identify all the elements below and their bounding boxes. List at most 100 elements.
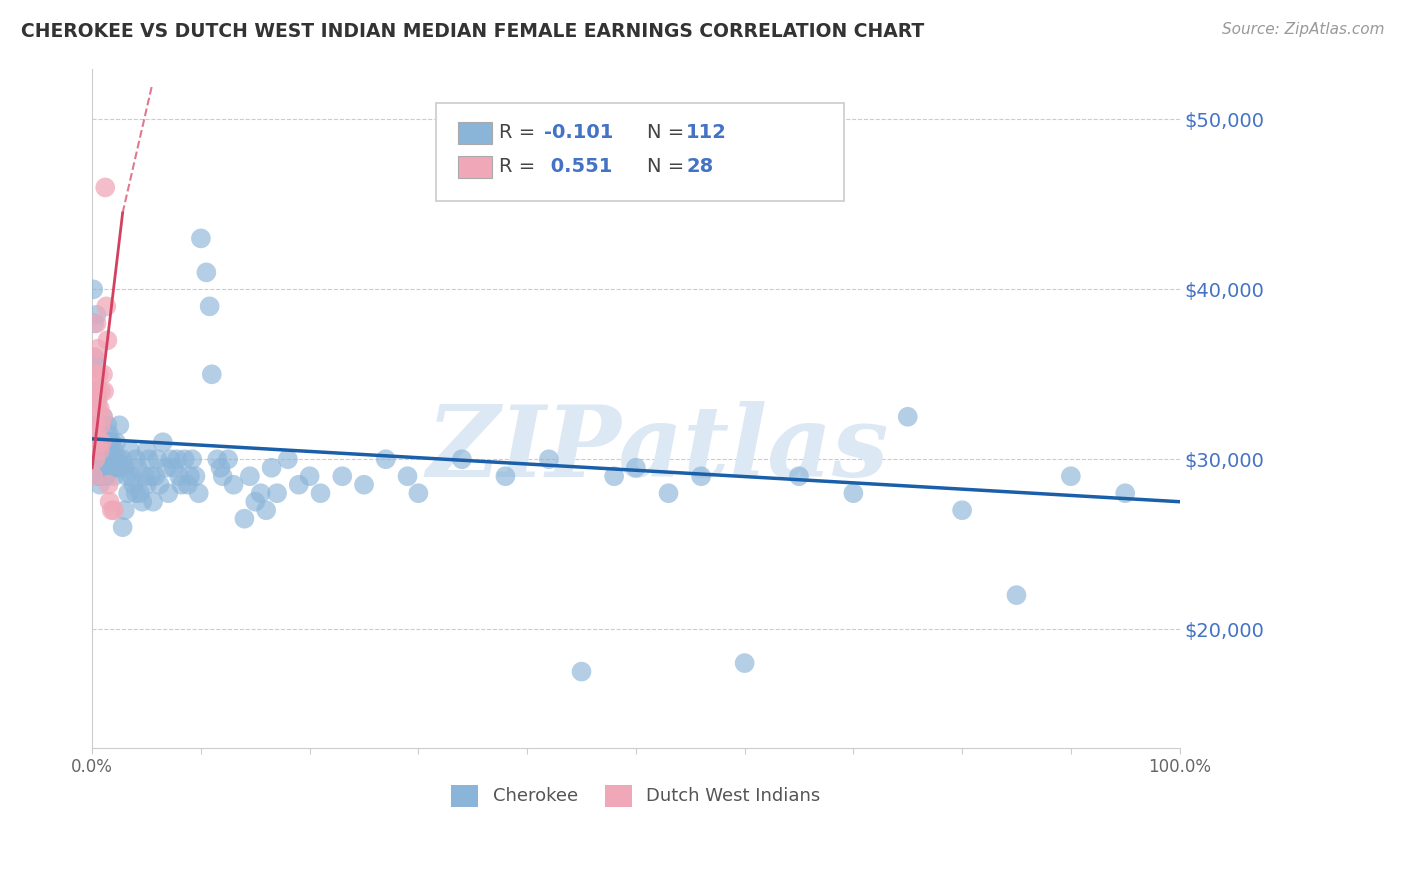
Point xyxy=(86,443,108,458)
Point xyxy=(91,452,114,467)
Point xyxy=(537,452,560,467)
Point xyxy=(83,316,105,330)
Point xyxy=(249,486,271,500)
Point xyxy=(124,486,146,500)
Point xyxy=(1060,469,1083,483)
Point xyxy=(105,460,128,475)
Point xyxy=(83,351,105,365)
Point xyxy=(91,409,114,424)
Point xyxy=(91,368,114,382)
Point xyxy=(100,443,122,458)
Point xyxy=(1005,588,1028,602)
Point xyxy=(222,477,245,491)
Point xyxy=(91,469,114,483)
Point xyxy=(84,359,107,373)
Point xyxy=(897,409,920,424)
Point xyxy=(91,460,114,475)
Point xyxy=(97,477,120,491)
Point xyxy=(94,469,117,483)
Point xyxy=(96,469,118,483)
Point xyxy=(96,418,118,433)
Point xyxy=(87,469,110,483)
Point xyxy=(86,426,108,441)
Point xyxy=(114,503,136,517)
Point xyxy=(207,452,229,467)
Point xyxy=(86,308,108,322)
Point xyxy=(96,435,118,450)
Point xyxy=(98,494,121,508)
Point xyxy=(190,231,212,245)
Point xyxy=(96,299,118,313)
Point xyxy=(690,469,713,483)
Text: ZIPatlas: ZIPatlas xyxy=(426,401,889,498)
Point xyxy=(86,418,108,433)
Point xyxy=(159,452,181,467)
Point xyxy=(131,494,153,508)
Text: 112: 112 xyxy=(686,123,727,143)
Point xyxy=(98,435,121,450)
Point xyxy=(108,418,131,433)
Point xyxy=(89,426,111,441)
Point xyxy=(90,469,112,483)
Point xyxy=(127,460,149,475)
Point xyxy=(142,494,165,508)
Point xyxy=(111,520,134,534)
Point xyxy=(217,452,239,467)
Point xyxy=(143,469,166,483)
Point xyxy=(97,452,120,467)
Point xyxy=(94,180,117,194)
Point xyxy=(86,342,108,356)
Point xyxy=(86,435,108,450)
Point xyxy=(157,486,180,500)
Point xyxy=(103,469,125,483)
Text: CHEROKEE VS DUTCH WEST INDIAN MEDIAN FEMALE EARNINGS CORRELATION CHART: CHEROKEE VS DUTCH WEST INDIAN MEDIAN FEM… xyxy=(21,22,924,41)
Point xyxy=(91,435,114,450)
Point xyxy=(93,384,115,399)
Point xyxy=(451,452,474,467)
Text: N =: N = xyxy=(647,157,690,177)
Point xyxy=(90,418,112,433)
Point xyxy=(115,469,138,483)
Point xyxy=(89,452,111,467)
Point xyxy=(266,486,288,500)
Point xyxy=(1114,486,1136,500)
Point xyxy=(87,435,110,450)
Point xyxy=(155,460,177,475)
Point xyxy=(309,486,332,500)
Point xyxy=(94,443,117,458)
Point xyxy=(93,435,115,450)
Point xyxy=(124,452,146,467)
Point xyxy=(84,452,107,467)
Point xyxy=(135,477,157,491)
Point xyxy=(181,452,204,467)
Point xyxy=(87,418,110,433)
Point xyxy=(87,368,110,382)
Point xyxy=(114,460,136,475)
Point xyxy=(100,435,122,450)
Point xyxy=(138,452,160,467)
Point xyxy=(103,503,125,517)
Point xyxy=(173,452,195,467)
Point xyxy=(96,334,118,348)
Point xyxy=(152,435,174,450)
Point xyxy=(96,443,118,458)
Point xyxy=(170,477,193,491)
Point xyxy=(86,316,108,330)
Text: R =: R = xyxy=(499,123,541,143)
Point xyxy=(396,469,419,483)
Point xyxy=(211,469,233,483)
Text: 28: 28 xyxy=(686,157,713,177)
Point xyxy=(842,486,865,500)
Point xyxy=(93,452,115,467)
Point xyxy=(101,452,124,467)
Text: Source: ZipAtlas.com: Source: ZipAtlas.com xyxy=(1222,22,1385,37)
Point xyxy=(254,503,277,517)
Point xyxy=(657,486,679,500)
Point xyxy=(97,426,120,441)
Point xyxy=(89,443,111,458)
Point xyxy=(195,265,218,279)
Point xyxy=(198,299,221,313)
Point xyxy=(91,409,114,424)
Point xyxy=(298,469,321,483)
Point xyxy=(135,443,157,458)
